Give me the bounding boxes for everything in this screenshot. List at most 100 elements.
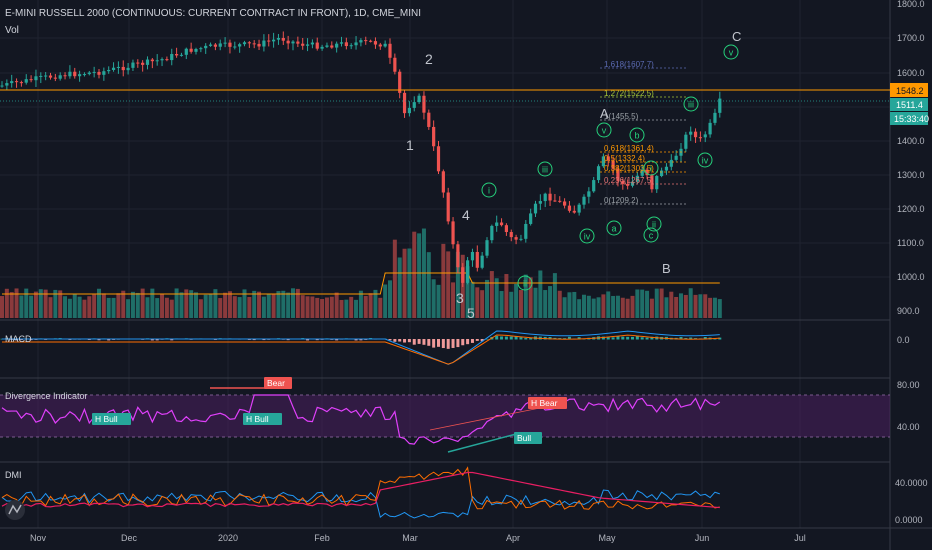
volume-bar — [383, 284, 388, 318]
volume-bar — [489, 271, 494, 318]
macd-histogram-bar — [500, 336, 504, 340]
volume-bar — [247, 297, 252, 318]
volume-bar — [150, 288, 155, 318]
macd-histogram-bar — [601, 336, 605, 340]
volume-bar — [552, 273, 557, 318]
macd-histogram-bar — [635, 335, 639, 340]
volume-bar — [130, 291, 135, 318]
countdown-text: 15:33:40 — [894, 114, 929, 124]
volume-bar — [480, 290, 485, 318]
candle-body — [82, 74, 87, 76]
fib-extension-tool[interactable]: 1.618(1607.7) 1.272(1522.5) 1(1455.5) 0.618… — [600, 60, 688, 205]
candle-body — [228, 42, 232, 47]
candle-body — [29, 79, 33, 81]
candle-body — [223, 42, 227, 44]
divergence-tag-label: H Bull — [95, 414, 118, 424]
macd-histogram-bar — [631, 336, 634, 340]
volume-bar — [19, 295, 24, 318]
candle-body — [635, 175, 639, 182]
volume-bar — [164, 297, 169, 318]
candle-body — [596, 166, 601, 181]
macd-pane[interactable] — [0, 330, 722, 365]
candle-body — [708, 122, 712, 135]
candle-body — [485, 240, 489, 256]
divergence-pane[interactable]: H Bull H Bull Bear H Bear Bull — [1, 377, 721, 453]
candle-body — [150, 59, 154, 62]
volume-bar — [310, 296, 315, 318]
candle-body — [713, 112, 717, 123]
candle-body — [257, 43, 261, 47]
tradingview-logo-icon[interactable] — [5, 500, 25, 520]
candle-body — [436, 146, 441, 172]
candle-body — [330, 45, 334, 48]
volume-bar — [548, 286, 553, 318]
candle-body — [291, 41, 295, 44]
minor-wave-label: i — [488, 186, 490, 196]
candle-body — [252, 43, 256, 45]
macd-histogram-bar — [470, 339, 474, 343]
volume-bar — [48, 297, 53, 318]
candle-body — [92, 71, 96, 73]
fib-level-label: 1(1455.5) — [604, 112, 639, 121]
candle-body — [514, 237, 518, 240]
price-axis[interactable]: 1800.01700.01600.01500.01400.01300.01200… — [895, 0, 928, 525]
dmi-pane[interactable] — [1, 466, 720, 519]
candle-body — [567, 205, 572, 211]
volume-bar — [586, 295, 591, 318]
time-axis[interactable]: Nov Dec 2020 Feb Mar Apr May Jun Jul — [30, 533, 806, 543]
candle-body — [606, 156, 610, 161]
volume-bar — [611, 295, 616, 318]
dmi-label: DMI — [5, 470, 22, 480]
volume-bar — [300, 295, 305, 318]
candle-body — [102, 71, 106, 75]
volume-bars — [0, 228, 722, 318]
divergence-tag-label: H Bear — [531, 398, 558, 408]
volume-bar — [329, 296, 334, 318]
volume-bar — [9, 292, 14, 318]
price-tick-label: 1000.0 — [897, 272, 925, 282]
impulse-wave-label: 4 — [462, 207, 470, 223]
macd-histogram-bar — [306, 339, 310, 341]
candle-body — [39, 75, 43, 77]
macd-line — [2, 330, 720, 365]
volume-bar — [407, 248, 412, 318]
volume-bar — [58, 290, 63, 318]
minor-wave-label: iv — [702, 156, 709, 166]
candle-body — [272, 39, 276, 42]
volume-bar — [717, 299, 722, 318]
macd-histogram-bar — [451, 339, 455, 348]
minor-wave-circle — [606, 220, 622, 236]
volume-bar — [368, 293, 373, 318]
divergence-tag-label: Bear — [267, 378, 285, 388]
candle-body — [398, 71, 402, 93]
divergence-band — [0, 395, 890, 437]
minor-wave-label: iii — [542, 165, 548, 175]
dmi-tick-label: 0.0000 — [895, 515, 923, 525]
time-tick-label: Jul — [794, 533, 806, 543]
volume-bar — [392, 239, 397, 318]
candle-body — [703, 134, 707, 138]
candle-body — [451, 221, 455, 245]
h-line-price-tag — [890, 83, 928, 97]
macd-histogram-bar — [524, 337, 528, 340]
hbear-divergence-line — [429, 407, 541, 431]
volume-bar — [305, 296, 310, 318]
volume-bar — [213, 289, 218, 318]
candle-body — [267, 40, 271, 42]
candle-body — [0, 85, 4, 87]
candle-body — [233, 46, 237, 48]
volume-bar — [237, 297, 242, 318]
volume-bar — [426, 252, 431, 318]
macd-histogram-bar — [645, 337, 649, 340]
volume-bar — [72, 293, 77, 318]
volume-bar — [295, 288, 300, 318]
candle-body — [674, 155, 678, 160]
candlestick-series[interactable] — [0, 31, 722, 288]
candle-body — [572, 210, 576, 213]
minor-wave-label: i — [650, 164, 652, 174]
macd-histogram-bar — [519, 337, 523, 340]
candle-body — [427, 112, 431, 127]
candle-body — [189, 48, 193, 52]
